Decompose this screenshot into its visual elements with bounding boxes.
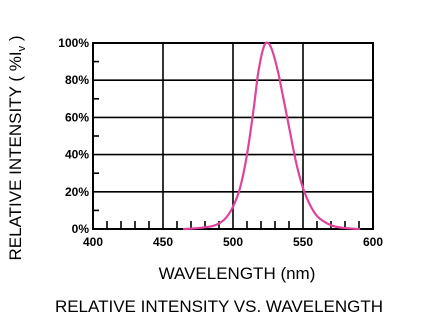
y-tick-label-100: 100% bbox=[58, 36, 89, 50]
plot-frame bbox=[92, 42, 374, 230]
y-tick-label-80: 80% bbox=[65, 73, 89, 87]
minor-ticks bbox=[93, 60, 360, 229]
y-axis-label-subscript: v bbox=[16, 45, 28, 51]
y-tick-labels: 0% 20% 40% 60% 80% 100% bbox=[58, 36, 89, 236]
x-tick-label-600: 600 bbox=[363, 235, 383, 249]
y-tick-label-0: 0% bbox=[72, 222, 90, 236]
y-axis-label-end: ) bbox=[6, 36, 25, 46]
x-tick-label-500: 500 bbox=[223, 235, 243, 249]
y-tick-label-20: 20% bbox=[65, 185, 89, 199]
y-tick-label-60: 60% bbox=[65, 110, 89, 124]
x-tick-labels: 400 450 500 550 600 bbox=[83, 235, 383, 249]
series-line-0 bbox=[182, 41, 361, 231]
y-axis-label: RELATIVE INTENSITY ( %Iv ) bbox=[6, 36, 28, 261]
y-tick-label-40: 40% bbox=[65, 148, 89, 162]
x-tick-label-400: 400 bbox=[83, 235, 103, 249]
x-axis-label: WAVELENGTH (nm) bbox=[159, 264, 316, 283]
x-tick-label-550: 550 bbox=[293, 235, 313, 249]
chart-title: RELATIVE INTENSITY VS. WAVELENGTH bbox=[55, 297, 383, 316]
grid-lines bbox=[93, 43, 373, 229]
x-tick-label-450: 450 bbox=[153, 235, 173, 249]
series-layer bbox=[182, 41, 361, 231]
y-axis-label-main: RELATIVE INTENSITY ( %I bbox=[6, 51, 25, 260]
